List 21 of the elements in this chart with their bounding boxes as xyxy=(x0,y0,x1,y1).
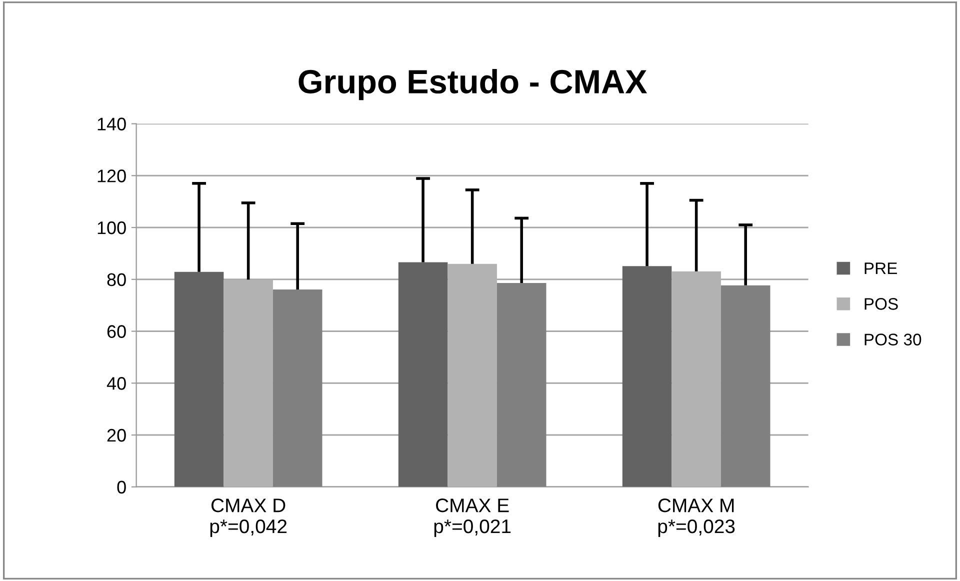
y-tick-label: 80 xyxy=(107,273,126,286)
x-tick-label: CMAX E p*=0,021 xyxy=(434,498,511,538)
y-tick-label: 0 xyxy=(117,480,126,494)
bar xyxy=(272,289,322,487)
y-tick-label: 40 xyxy=(106,377,126,390)
x-tick-label: CMAX D p*=0,042 xyxy=(210,498,287,538)
legend-label: POS 30 xyxy=(864,334,922,346)
y-tick-label: 100 xyxy=(98,221,126,234)
legend-label: PRE xyxy=(864,262,897,274)
bar xyxy=(720,285,770,487)
chart-title: Grupo Estudo - CMAX xyxy=(298,69,648,100)
bar xyxy=(398,262,448,487)
y-tick-label: 20 xyxy=(107,428,126,442)
y-tick-label: 120 xyxy=(98,170,126,182)
bar xyxy=(174,272,224,487)
y-tick-label: 140 xyxy=(98,118,126,130)
bar xyxy=(496,283,546,487)
legend-label: POS xyxy=(864,298,898,310)
bar xyxy=(622,266,672,487)
y-tick-label: 60 xyxy=(107,325,126,338)
x-tick-label: CMAX M p*=0,023 xyxy=(658,498,735,538)
